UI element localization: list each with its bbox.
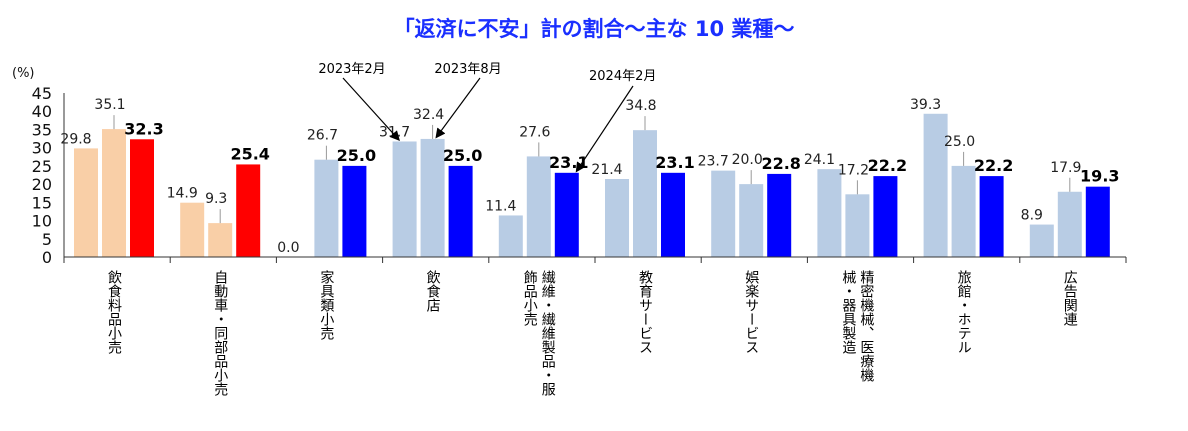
value-label: 31.7 xyxy=(379,124,410,140)
bar xyxy=(923,113,948,257)
bar xyxy=(711,170,736,257)
value-label: 32.3 xyxy=(124,119,163,138)
value-label: 17.9 xyxy=(1050,160,1081,176)
value-labels: 29.835.132.314.9 9.325.40.026.725.031.732… xyxy=(60,97,1119,256)
value-label: 23.7 xyxy=(698,154,729,170)
annotations: 2023年2月 2023年8月 2024年2月 xyxy=(318,62,656,173)
bar xyxy=(526,156,551,257)
value-label: 14.9 xyxy=(167,186,198,202)
value-label: 20.0 xyxy=(732,152,763,168)
value-label: 25.0 xyxy=(443,146,482,165)
y-tick-label: 15 xyxy=(32,193,52,212)
value-label: 25.4 xyxy=(230,144,269,163)
value-label: 25.0 xyxy=(944,134,975,150)
bar xyxy=(817,169,842,257)
bar xyxy=(661,172,685,257)
bar-group xyxy=(74,113,1110,257)
category-label: 旅館・ホテル xyxy=(956,270,972,354)
bar xyxy=(554,172,579,257)
value-label: 26.7 xyxy=(307,128,338,144)
bar xyxy=(951,165,976,257)
bar xyxy=(392,141,417,257)
value-label: 11.4 xyxy=(485,198,516,214)
bar xyxy=(605,179,629,257)
value-label: 25.0 xyxy=(337,146,376,165)
annotation-arrow xyxy=(435,77,481,139)
bar xyxy=(420,138,445,257)
category-label: 繊維・繊維製品・服 xyxy=(540,270,556,397)
annotation-label: 2024年2月 xyxy=(589,69,656,84)
y-tick-label: 40 xyxy=(32,102,52,121)
value-label: 34.8 xyxy=(625,98,656,114)
bar xyxy=(180,202,205,257)
category-label: 家具類小売 xyxy=(318,269,334,341)
value-label: 24.1 xyxy=(804,152,835,168)
category-label: 飾品小売 xyxy=(522,270,538,327)
bar xyxy=(314,159,339,257)
annotation-arrow xyxy=(575,85,634,173)
y-tick-label: 20 xyxy=(32,175,52,194)
y-tick-label: 30 xyxy=(32,139,52,158)
bar xyxy=(208,223,233,257)
bar xyxy=(236,164,261,257)
y-tick-label: 5 xyxy=(42,230,52,249)
y-tick-label: 25 xyxy=(32,157,52,176)
value-label: 32.4 xyxy=(413,107,444,123)
value-label: 17.2 xyxy=(838,162,869,178)
value-label: 0.0 xyxy=(277,240,299,256)
annotation-label: 2023年2月 xyxy=(318,62,385,77)
bar xyxy=(979,176,1004,257)
value-label: 9.3 xyxy=(205,191,227,207)
y-axis-unit: (%) xyxy=(12,66,35,81)
y-tick-label: 45 xyxy=(32,84,52,103)
bar xyxy=(873,176,898,257)
bar xyxy=(845,194,870,257)
value-label: 22.8 xyxy=(761,154,800,173)
value-label: 35.1 xyxy=(94,97,125,113)
bar xyxy=(1085,186,1110,257)
value-label: 8.9 xyxy=(1021,208,1043,224)
value-label: 39.3 xyxy=(910,97,941,113)
bar xyxy=(102,129,126,257)
value-label: 27.6 xyxy=(519,124,550,140)
category-label: 飲食店 xyxy=(425,270,441,312)
category-label: 教育サービス xyxy=(637,270,653,354)
bar xyxy=(74,148,98,257)
value-label: 29.8 xyxy=(60,131,91,147)
category-label: 広告関連 xyxy=(1062,270,1078,327)
category-label: 飲食料品小売 xyxy=(106,270,122,355)
value-label: 23.1 xyxy=(655,153,694,172)
bar xyxy=(1057,191,1082,257)
chart-title: 「返済に不安」計の割合～主な 10 業種～ xyxy=(394,17,795,41)
annotation-arrow xyxy=(342,77,400,141)
value-label: 22.2 xyxy=(974,156,1013,175)
value-label: 22.2 xyxy=(868,156,907,175)
bar xyxy=(342,165,367,257)
value-label: 19.3 xyxy=(1080,167,1119,186)
bar xyxy=(767,173,792,257)
category-label: 精密機械、医療機 xyxy=(858,270,874,383)
category-label: 娯楽サービス xyxy=(743,270,759,354)
axes xyxy=(63,93,1127,263)
y-tick-label: 10 xyxy=(32,212,52,231)
value-label: 21.4 xyxy=(591,162,622,178)
category-label: 自動車・同部品小売 xyxy=(212,270,228,397)
annotation-label: 2023年8月 xyxy=(434,62,501,77)
category-label: 械・器具製造 xyxy=(840,270,856,355)
y-tick-label: 0 xyxy=(42,248,52,267)
bar xyxy=(739,184,764,257)
y-tick-label: 35 xyxy=(32,120,52,139)
bar xyxy=(633,130,657,257)
bar xyxy=(448,165,473,257)
bar xyxy=(498,215,523,257)
bar xyxy=(1029,224,1054,257)
bar xyxy=(130,139,154,257)
